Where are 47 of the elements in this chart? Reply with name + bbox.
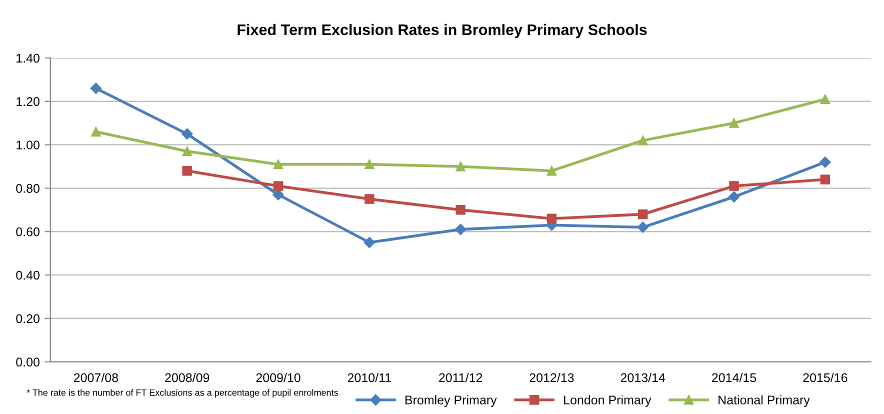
legend-label: Bromley Primary [405,395,497,407]
point [729,181,739,191]
x-tick-label: 2010/11 [348,372,391,382]
y-tick-label: 0.40 [16,270,40,280]
point [364,236,376,248]
point [546,214,557,224]
point [820,94,830,104]
x-tick-label: 2008/09 [165,372,210,382]
point [91,126,101,137]
point [273,181,284,191]
point [273,159,284,170]
point [182,166,192,176]
x-tick-label: 2015/16 [803,372,848,382]
point [456,162,466,172]
y-tick-label: 0.80 [16,184,40,193]
y-tick-label: 1.20 [16,97,40,106]
point [728,191,740,202]
point [546,166,557,176]
point [638,209,648,220]
point [90,82,102,94]
y-tick-label: 1.40 [16,54,40,63]
x-tick-label: 2013/14 [620,372,666,382]
point [637,222,648,233]
point [638,136,648,146]
point [456,205,466,215]
point [182,128,193,140]
point [182,146,192,156]
x-tick-label: 2011/12 [439,372,482,382]
y-tick-label: 0.20 [16,314,40,324]
x-tick-label: 2012/13 [530,372,574,382]
legend-label: London Primary [564,395,652,407]
legend-label: National Primary [718,395,810,407]
point [364,194,374,204]
point [820,174,830,184]
x-tick-label: 2009/10 [256,372,300,382]
chart-title: Fixed Term Exclusion Rates in Bromley Primary Schools [238,24,647,38]
text: * The rate is the number of FT Exclusions as a percentage of pupil enrolments [26,389,338,398]
y-tick-label: 1.00 [16,140,40,150]
point [272,189,284,200]
point [729,118,739,128]
y-tick-label: 0.00 [16,358,40,366]
y-tick-label: 0.60 [16,227,40,236]
point [454,224,466,236]
point [820,156,831,168]
x-tick-label: 2007/08 [74,372,118,382]
point [364,159,374,170]
x-tick-label: 2014/15 [712,372,756,382]
